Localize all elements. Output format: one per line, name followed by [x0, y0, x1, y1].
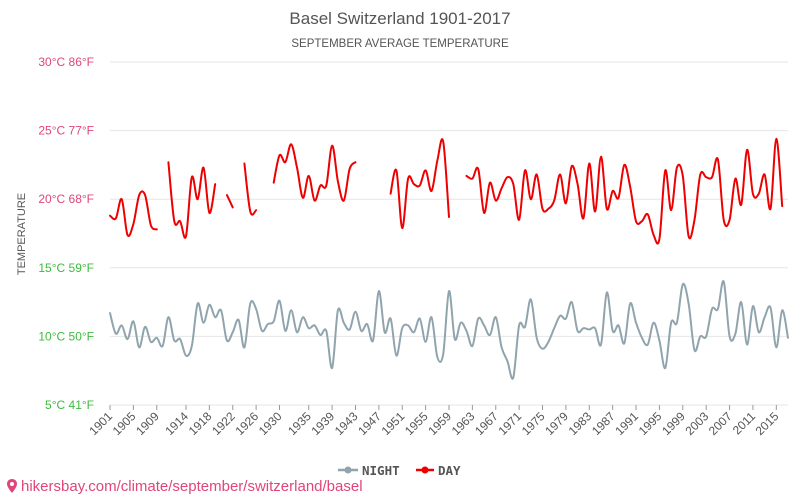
x-tick-label: 2011	[730, 409, 758, 437]
y-tick-label: 20°C 68°F	[38, 192, 94, 206]
x-tick-label: 1914	[162, 409, 191, 438]
y-tick-label: 30°C 86°F	[38, 55, 94, 69]
source-link-text: hikersbay.com/climate/september/switzerl…	[21, 478, 363, 495]
x-tick-label: 1987	[589, 409, 618, 438]
legend-night-marker	[344, 466, 352, 474]
x-tick-label: 1955	[402, 409, 431, 438]
x-tick-label: 1983	[566, 409, 595, 438]
y-axis-ticks: 30°C 86°F 25°C 77°F 20°C 68°F 15°C 59°F 10°C…	[38, 55, 94, 412]
y-tick-label: 15°C 59°F	[38, 261, 94, 275]
series-line-day	[389, 138, 450, 230]
y-axis-label: TEMPERATURE	[16, 193, 28, 275]
chart-title: Basel Switzerland 1901-2017	[289, 9, 510, 28]
x-tick-label: 1901	[86, 409, 115, 438]
series-line-day	[243, 162, 258, 216]
series-lines	[109, 137, 789, 380]
x-tick-label: 2007	[706, 409, 735, 438]
x-tick-label: 1943	[332, 409, 361, 438]
x-tick-label: 2003	[683, 409, 712, 438]
x-tick-label: 1905	[110, 409, 139, 438]
source-link[interactable]: hikersbay.com/climate/september/switzerl…	[6, 478, 363, 495]
x-tick-label: 1963	[449, 409, 478, 438]
grid-lines	[110, 61, 788, 406]
chart-subtitle: SEPTEMBER AVERAGE TEMPERATURE	[291, 38, 509, 50]
series-line-day	[167, 161, 217, 239]
legend-day-label: DAY	[438, 463, 461, 478]
map-pin-icon	[7, 479, 17, 493]
x-tick-label: 2015	[753, 409, 782, 438]
x-tick-label: 1922	[209, 409, 238, 438]
series-line-day	[272, 143, 357, 202]
x-tick-label: 1918	[186, 409, 215, 438]
y-tick-label: 5°C 41°F	[45, 398, 94, 412]
x-tick-label: 1959	[425, 409, 454, 438]
x-tick-label: 1939	[308, 409, 337, 438]
legend: NIGHT DAY	[338, 463, 461, 478]
x-tick-label: 1999	[659, 409, 688, 438]
x-tick-label: 1991	[612, 409, 641, 438]
series-line-day	[109, 190, 158, 237]
x-tick-label: 1947	[355, 409, 384, 438]
series-line-day	[465, 137, 784, 245]
y-tick-label: 10°C 50°F	[38, 329, 94, 343]
x-tick-label: 1930	[256, 409, 285, 438]
x-tick-label: 1926	[232, 409, 261, 438]
legend-item-night[interactable]: NIGHT	[338, 463, 400, 478]
y-tick-label: 25°C 77°F	[38, 124, 94, 138]
x-tick-label: 1951	[379, 409, 408, 438]
x-tick-label: 1975	[519, 409, 548, 438]
x-tick-label: 1971	[495, 409, 524, 438]
x-tick-label: 1967	[472, 409, 501, 438]
x-tick-label: 1909	[133, 409, 162, 438]
x-tick-label: 1935	[285, 409, 314, 438]
legend-night-label: NIGHT	[362, 463, 400, 478]
series-line-night	[109, 280, 789, 380]
legend-item-day[interactable]: DAY	[416, 463, 461, 478]
x-tick-label: 1995	[636, 409, 665, 438]
legend-day-marker	[421, 466, 429, 474]
series-line-day	[225, 194, 234, 209]
x-tick-label: 1979	[542, 409, 571, 438]
